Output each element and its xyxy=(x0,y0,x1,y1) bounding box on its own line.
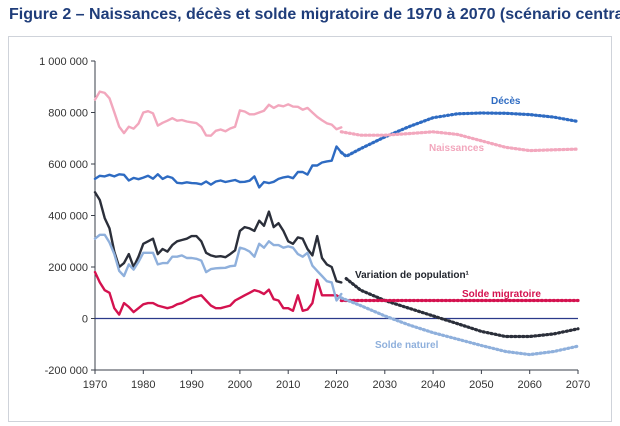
chart-axes: -200 000 0 200 000 400 000 600 000 800 000 1 0… xyxy=(39,56,590,391)
series-line-projection-solde-naturel xyxy=(339,296,580,357)
x-tick-label: 1970 xyxy=(83,379,107,391)
series-label-solde-migratoire: Solde migratoire xyxy=(462,289,541,300)
series-line-projection-naissances xyxy=(339,130,580,153)
series-label-deces: Décès xyxy=(491,96,521,107)
series-line-observed-variation-de-population xyxy=(93,191,343,284)
x-tick-label: 2020 xyxy=(324,379,348,391)
x-tick-label: 2010 xyxy=(276,379,300,391)
series-line-projection-deces xyxy=(339,111,580,159)
x-tick-label: 1990 xyxy=(179,379,203,391)
series-line-projection-variation-de-population xyxy=(344,277,580,339)
x-tick-label: 2040 xyxy=(421,379,445,391)
series-label-layer: Décès Naissances Variation de population¹ S… xyxy=(355,96,541,351)
series-layer xyxy=(93,90,580,357)
y-tick-label: -200 000 xyxy=(45,365,88,377)
figure-title: Figure 2 – Naissances, décès et solde mi… xyxy=(9,6,620,23)
series-line-observed-deces xyxy=(93,145,343,189)
x-tick-label: 1980 xyxy=(131,379,155,391)
y-tick-label: 1 000 000 xyxy=(39,56,88,68)
x-tick-label: 2060 xyxy=(517,379,541,391)
series-line-observed-solde-naturel xyxy=(93,233,343,302)
y-tick-label: 0 xyxy=(82,314,88,326)
x-tick-label: 2000 xyxy=(228,379,252,391)
series-label-variation-de-population: Variation de population¹ xyxy=(355,270,470,281)
series-line-observed-naissances xyxy=(93,90,343,137)
series-line-observed-solde-migratoire xyxy=(93,270,343,316)
y-tick-label: 200 000 xyxy=(48,262,88,274)
y-tick-label: 800 000 xyxy=(48,108,88,120)
x-tick-label: 2050 xyxy=(469,379,493,391)
chart-frame xyxy=(8,36,612,422)
y-tick-label: 600 000 xyxy=(48,159,88,171)
series-label-solde-naturel: Solde naturel xyxy=(375,340,439,351)
series-label-naissances: Naissances xyxy=(429,143,484,154)
x-tick-label: 2030 xyxy=(373,379,397,391)
y-tick-label: 400 000 xyxy=(48,211,88,223)
x-tick-label: 2070 xyxy=(566,379,590,391)
